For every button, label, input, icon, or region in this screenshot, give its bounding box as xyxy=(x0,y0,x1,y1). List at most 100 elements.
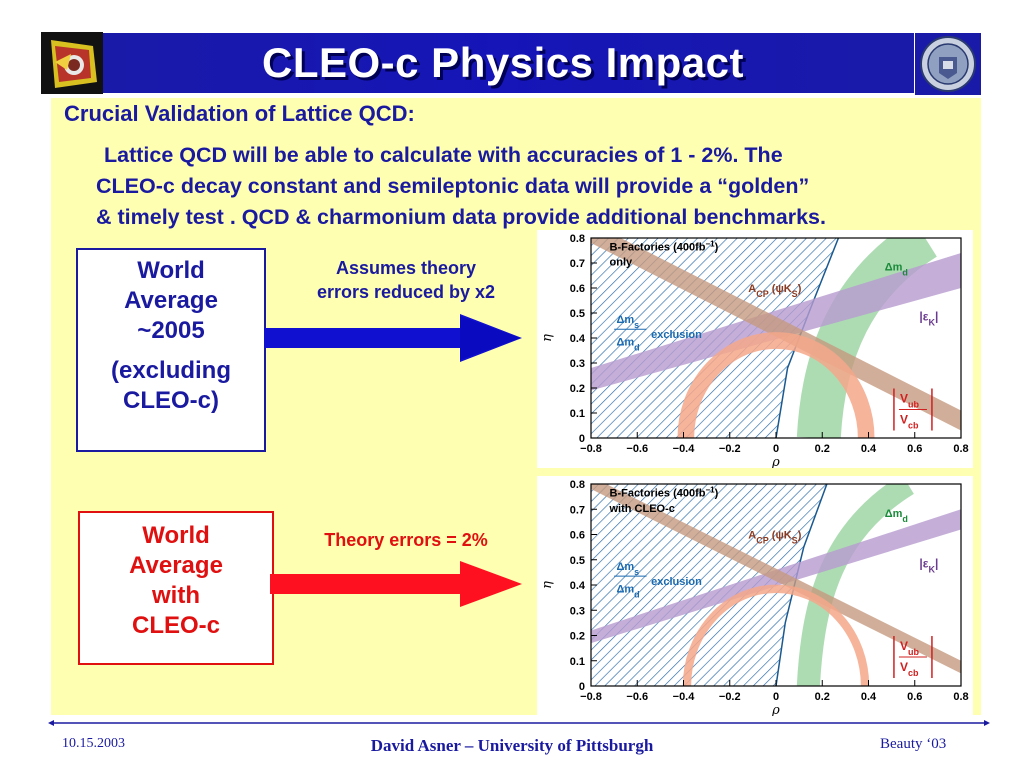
y-tick-label: 0.7 xyxy=(570,504,585,516)
dmd-band xyxy=(796,238,938,438)
y-tick-label: 0.6 xyxy=(570,530,585,542)
blue-arrow-label: Assumes theory errors reduced by x2 xyxy=(286,256,526,304)
y-tick-label: 0.5 xyxy=(570,308,585,320)
vub-label: Vub xyxy=(900,639,920,657)
world-average-with-cleo-box: World Average with CLEO-c xyxy=(78,511,274,665)
x-tick-label: 0.8 xyxy=(953,691,968,703)
acp-label: ACP (ψKS) xyxy=(748,283,801,299)
legend-title: B-Factories (400fb−1) xyxy=(610,485,719,500)
x-axis-label: ρ xyxy=(771,703,780,716)
paragraph-line: CLEO-c decay constant and semileptonic d… xyxy=(96,174,810,198)
x-tick-label: 0.4 xyxy=(861,691,877,703)
x-tick-label: −0.6 xyxy=(626,443,648,455)
y-axis-label: η xyxy=(540,581,555,589)
x-tick-label: 0.2 xyxy=(815,691,830,703)
world-average-2005-box: World Average ~2005 (excluding CLEO-c) xyxy=(76,248,266,452)
box-line: Average xyxy=(129,552,223,579)
x-tick-label: 0.6 xyxy=(907,443,922,455)
y-tick-label: 0 xyxy=(579,681,585,693)
md-label: Δmd xyxy=(616,584,639,600)
legend-subtitle: with CLEO-c xyxy=(609,503,675,515)
x-tick-label: −0.2 xyxy=(719,443,741,455)
x-tick-label: 0.8 xyxy=(953,443,968,455)
blue-arrow-icon xyxy=(264,314,522,362)
vub-vcb-ring xyxy=(682,584,870,686)
ckm-plot-with-cleo-c: −0.8 −0.6 −0.4 −0.2 0 0.2 0.4 0.6 0.8 0 0.1 0.2 0.3 0… xyxy=(537,476,973,716)
y-tick-label: 0.1 xyxy=(570,656,585,668)
arrow-label-line: errors reduced by x2 xyxy=(316,282,496,302)
y-tick-label: 0.8 xyxy=(570,233,585,245)
x-tick-label: 0 xyxy=(773,443,779,455)
university-seal xyxy=(915,33,981,95)
box-line: ~2005 xyxy=(137,317,205,344)
red-arrow-label: Theory errors = 2% xyxy=(296,530,516,551)
y-tick-label: 0.3 xyxy=(570,605,585,617)
arrow-label-line: Assumes theory xyxy=(335,258,477,278)
x-tick-label: −0.4 xyxy=(673,443,696,455)
ms-label: Δms xyxy=(616,561,639,577)
ms-exclusion-region xyxy=(591,484,827,686)
box-line: World xyxy=(142,522,210,549)
x-tick-label: −0.2 xyxy=(719,691,741,703)
box-line: with xyxy=(152,582,200,609)
y-tick-label: 0.4 xyxy=(570,580,586,592)
red-arrow-icon xyxy=(270,561,522,607)
arrow-label-line: Theory errors = 2% xyxy=(324,530,488,550)
plot-area xyxy=(591,238,961,438)
vub-label: Vub xyxy=(900,392,920,410)
footer-divider xyxy=(48,720,990,726)
md-label: Δmd xyxy=(616,337,639,353)
legend-subtitle: only xyxy=(610,257,633,269)
x-tick-label: 0.6 xyxy=(907,691,922,703)
epsk-label: |εK| xyxy=(919,556,938,574)
slide-title: CLEO-c Physics Impact xyxy=(262,39,744,86)
epsk-label: |εK| xyxy=(919,310,938,328)
footer-event: Beauty ‘03 xyxy=(880,736,947,752)
section-heading: Crucial Validation of Lattice QCD: xyxy=(64,101,415,126)
legend-title: B-Factories (400fb−1) xyxy=(610,239,719,254)
x-tick-label: −0.8 xyxy=(580,691,602,703)
footer-author: David Asner – University of Pittsburgh xyxy=(370,736,654,755)
y-axis-label: η xyxy=(540,334,555,342)
y-tick-label: 0.4 xyxy=(570,333,586,345)
ckm-plot-b-factories-only: −0.8 −0.6 −0.4 −0.2 0 0.2 0.4 0.6 0.8 0 0.1 0.2 0.3 0… xyxy=(537,230,973,468)
x-axis-label: ρ xyxy=(771,455,780,468)
paragraph-line: & timely test . QCD & charmonium data pr… xyxy=(96,205,826,229)
x-tick-label: −0.6 xyxy=(626,691,648,703)
box-line: Average xyxy=(124,287,218,314)
ms-label: Δms xyxy=(616,314,639,330)
y-tick-label: 0.8 xyxy=(570,479,585,491)
exclusion-label: exclusion xyxy=(651,329,702,341)
acp-band xyxy=(591,484,961,674)
dmd-label: Δmd xyxy=(885,508,908,524)
title-bar: CLEO-c Physics Impact xyxy=(92,33,914,93)
dmd-label: Δmd xyxy=(885,262,908,278)
vcb-label: Vcb xyxy=(900,660,919,678)
y-tick-label: 0.6 xyxy=(570,283,585,295)
body-paragraph: Lattice QCD will be able to calculate wi… xyxy=(96,140,976,233)
y-tick-label: 0.3 xyxy=(570,358,585,370)
x-tick-label: −0.4 xyxy=(673,691,696,703)
cleo-logo xyxy=(41,32,103,94)
box-line: CLEO-c) xyxy=(123,387,219,414)
box-line: (excluding xyxy=(110,357,231,384)
paragraph-line: Lattice QCD will be able to calculate wi… xyxy=(104,143,783,167)
y-tick-label: 0.2 xyxy=(570,631,585,643)
y-tick-label: 0.5 xyxy=(570,555,585,567)
exclusion-label: exclusion xyxy=(651,576,702,588)
x-tick-label: 0 xyxy=(773,691,779,703)
plot-area xyxy=(591,484,961,686)
vcb-label: Vcb xyxy=(900,413,919,431)
vub-vcb-ring xyxy=(677,332,875,438)
box-line: World xyxy=(137,257,205,284)
y-tick-label: 0.7 xyxy=(570,258,585,270)
y-tick-label: 0.2 xyxy=(570,383,585,395)
box-line: CLEO-c xyxy=(131,612,220,639)
footer-date: 10.15.2003 xyxy=(62,736,125,751)
x-tick-label: 0.4 xyxy=(861,443,877,455)
y-tick-label: 0.1 xyxy=(570,408,585,420)
x-tick-label: −0.8 xyxy=(580,443,602,455)
x-tick-label: 0.2 xyxy=(815,443,830,455)
acp-label: ACP (ψKS) xyxy=(748,529,801,545)
y-tick-label: 0 xyxy=(579,433,585,445)
